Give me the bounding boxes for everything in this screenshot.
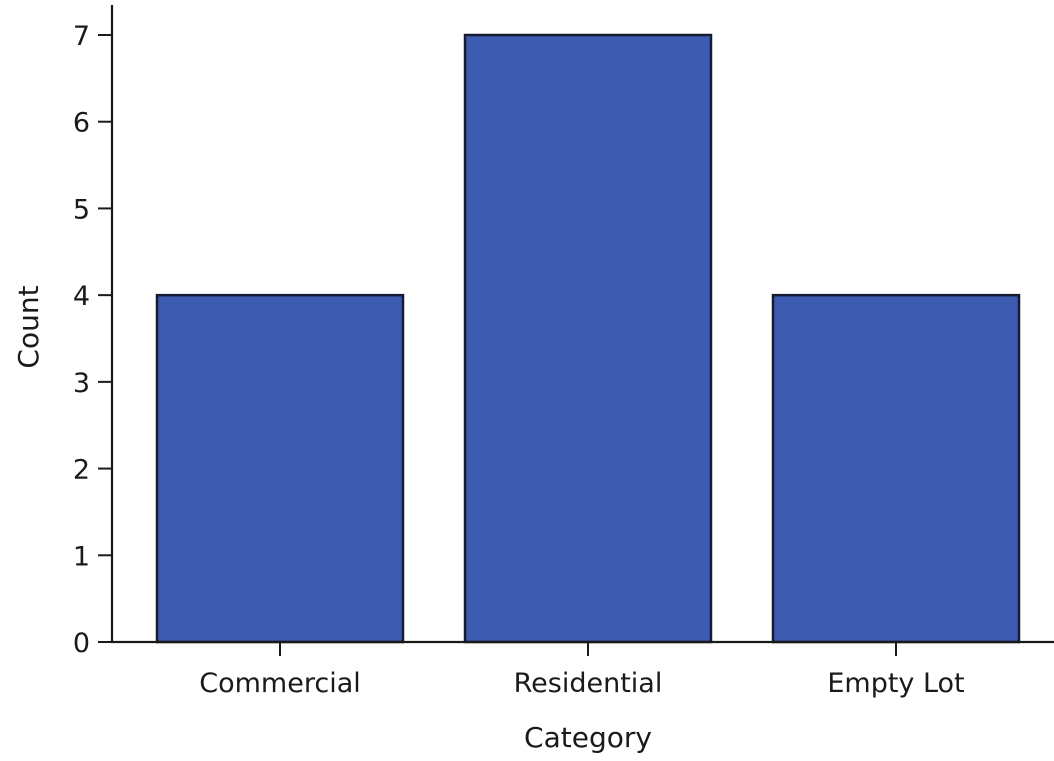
bar-empty-lot (771, 293, 1021, 644)
bars-group (155, 33, 1021, 644)
x-tick-label: Commercial (199, 668, 361, 699)
bar-residential (463, 33, 713, 644)
x-tick-label: Empty Lot (827, 668, 964, 699)
x-tick-label: Residential (514, 668, 663, 699)
y-axis-label: Count (12, 285, 45, 368)
y-tick-label: 7 (73, 21, 90, 52)
y-tick-label: 2 (73, 455, 90, 486)
bar-commercial (155, 293, 405, 644)
y-tick-label: 1 (73, 541, 90, 572)
y-tick-label: 4 (73, 281, 90, 312)
y-tick-label: 5 (73, 194, 90, 225)
y-tick-label: 3 (73, 368, 90, 399)
x-axis-label: Category (524, 721, 652, 754)
y-ticks-group: 0 1 2 3 4 5 6 7 (73, 21, 112, 659)
y-tick-label: 0 (73, 628, 90, 659)
y-tick-label: 6 (73, 108, 90, 139)
x-ticks-group: Commercial Residential Empty Lot (199, 642, 965, 699)
